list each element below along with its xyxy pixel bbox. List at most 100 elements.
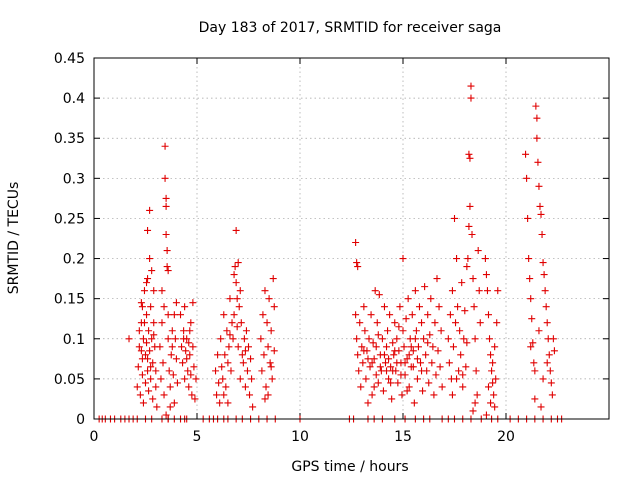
axis-ticks — [94, 58, 609, 419]
data-point — [535, 327, 542, 334]
y-tick-label: 0.05 — [54, 372, 85, 388]
data-point — [263, 383, 270, 390]
data-point — [187, 319, 194, 326]
data-point — [475, 247, 482, 254]
data-point — [466, 155, 473, 162]
data-point — [405, 295, 412, 302]
data-point — [489, 359, 496, 366]
data-point — [147, 375, 154, 382]
data-point — [260, 351, 267, 358]
data-point — [437, 363, 444, 370]
data-point — [136, 327, 143, 334]
axis-tick-labels: 0 0.05 0.1 0.15 0.2 0.25 0.3 0.35 0.4 0.45 0 5 10 15 2… — [54, 51, 515, 445]
y-tick-label: 0.3 — [63, 171, 85, 187]
data-point — [376, 291, 383, 298]
data-point — [242, 347, 249, 354]
data-point — [139, 303, 146, 310]
data-point — [164, 247, 171, 254]
data-point — [381, 303, 388, 310]
data-point — [472, 335, 479, 342]
data-point — [248, 375, 255, 382]
data-point — [538, 403, 545, 410]
data-point — [361, 327, 368, 334]
data-point — [237, 287, 244, 294]
data-point — [240, 359, 247, 366]
data-point — [538, 211, 545, 218]
data-point — [163, 195, 170, 202]
data-point — [400, 327, 407, 334]
data-point — [401, 343, 408, 350]
data-point — [371, 383, 378, 390]
data-point — [485, 311, 492, 318]
data-point — [146, 347, 153, 354]
data-point — [485, 383, 492, 390]
data-point — [354, 351, 361, 358]
data-point — [453, 255, 460, 262]
data-point — [189, 343, 196, 350]
data-point — [453, 375, 460, 382]
data-point — [355, 367, 362, 374]
data-point — [449, 391, 456, 398]
data-point — [418, 319, 425, 326]
data-point — [535, 183, 542, 190]
data-point — [395, 323, 402, 330]
data-point — [400, 255, 407, 262]
data-point — [456, 327, 463, 334]
data-point — [449, 287, 456, 294]
data-point — [352, 239, 359, 246]
data-point — [487, 351, 494, 358]
data-point — [267, 359, 274, 366]
data-point — [184, 367, 191, 374]
data-point — [473, 367, 480, 374]
data-point — [422, 351, 429, 358]
data-point — [469, 231, 476, 238]
data-point — [539, 231, 546, 238]
data-point — [185, 383, 192, 390]
data-point — [531, 367, 538, 374]
y-tick-label: 0.4 — [63, 91, 85, 107]
data-point — [435, 347, 442, 354]
x-axis-label: GPS time / hours — [291, 459, 408, 475]
data-points — [96, 83, 565, 423]
data-point — [446, 359, 453, 366]
data-point — [536, 203, 543, 210]
data-point — [170, 371, 177, 378]
data-point — [544, 319, 551, 326]
data-point — [226, 331, 233, 338]
data-point — [493, 319, 500, 326]
data-point — [189, 299, 196, 306]
data-point — [186, 351, 193, 358]
data-point — [231, 311, 238, 318]
data-point — [230, 335, 237, 342]
data-point — [258, 367, 265, 374]
data-point — [143, 311, 150, 318]
data-point — [490, 391, 497, 398]
data-point — [403, 315, 410, 322]
data-point — [494, 287, 501, 294]
data-point — [375, 379, 382, 386]
data-point — [411, 399, 418, 406]
data-point — [465, 223, 472, 230]
data-point — [160, 359, 167, 366]
data-point — [162, 143, 169, 150]
data-point — [431, 319, 438, 326]
data-point — [543, 303, 550, 310]
data-point — [412, 335, 419, 342]
data-point — [225, 343, 232, 350]
data-point — [171, 399, 178, 406]
data-point — [235, 343, 242, 350]
data-point — [544, 359, 551, 366]
data-point — [137, 391, 144, 398]
data-point — [232, 263, 239, 270]
data-point — [217, 335, 224, 342]
data-point — [219, 375, 226, 382]
x-tick-label: 0 — [90, 429, 99, 445]
y-axis-label: SRMTID / TECUs — [6, 182, 22, 295]
data-point — [224, 399, 231, 406]
data-point — [393, 359, 400, 366]
data-point — [398, 391, 405, 398]
data-point — [369, 391, 376, 398]
data-point — [212, 367, 219, 374]
data-point — [145, 327, 152, 334]
data-point — [238, 319, 245, 326]
